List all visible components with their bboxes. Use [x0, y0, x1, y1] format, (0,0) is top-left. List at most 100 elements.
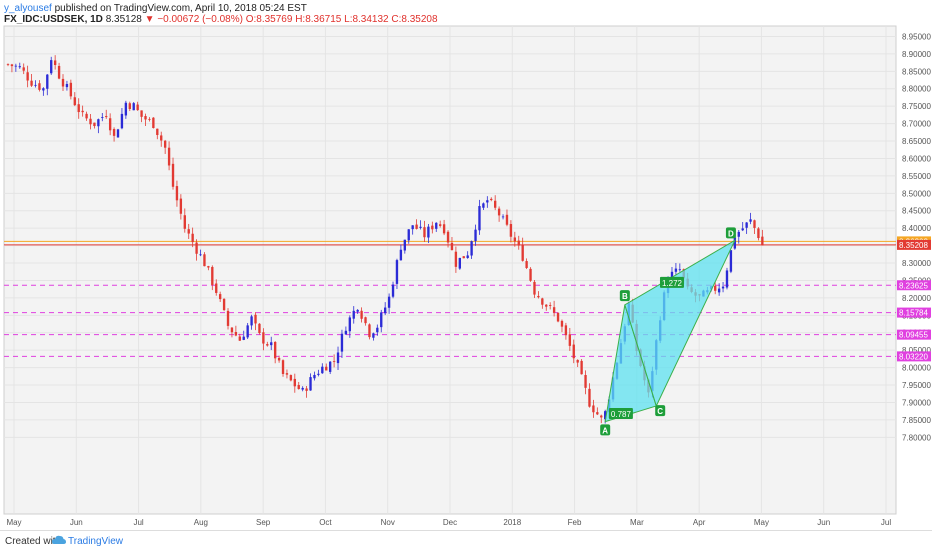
candle-body: [556, 312, 560, 322]
level-price-label: 8.35208: [899, 241, 928, 250]
candle-body: [156, 128, 159, 136]
candle-body: [415, 224, 418, 229]
candle-body: [505, 214, 509, 225]
candle-body: [753, 220, 756, 228]
candle-body: [517, 240, 520, 246]
candle-body: [344, 330, 348, 335]
y-tick-label: 8.75000: [902, 102, 931, 111]
y-tick-label: 7.90000: [902, 398, 931, 407]
y-tick-label: 8.20000: [902, 294, 931, 303]
candle-body: [450, 242, 454, 251]
candle-body: [124, 102, 128, 116]
price-chart[interactable]: 8.95000 8.90000 8.85000 8.80000 8.75000 8.700…: [0, 0, 932, 530]
y-tick-label: 7.85000: [902, 416, 931, 425]
level-price-label: 8.03220: [899, 352, 928, 361]
y-tick-label: 8.40000: [902, 224, 931, 233]
candle-body: [588, 388, 591, 407]
pattern-ratio-label: 0.787: [611, 410, 632, 419]
candle-body: [73, 97, 76, 106]
y-tick-label: 8.50000: [902, 189, 931, 198]
level-price-box: [897, 239, 931, 250]
x-tick-label: May: [6, 518, 21, 527]
candle-body: [525, 261, 528, 268]
pattern-point-badge: [600, 424, 611, 436]
candle-body: [761, 236, 764, 246]
candle-body: [478, 206, 481, 231]
level-price-label: 8.15784: [899, 309, 928, 318]
candle-body: [541, 298, 544, 305]
created-with-text: Created with: [5, 536, 62, 547]
candle-body: [50, 60, 53, 74]
pattern-point-label: B: [622, 292, 628, 301]
pattern-point-label: C: [657, 407, 663, 416]
x-tick-label: Jun: [70, 518, 83, 527]
candle-body: [446, 231, 450, 243]
author-link[interactable]: y_alyousef: [4, 3, 52, 14]
x-tick-label: Sep: [256, 518, 271, 527]
candle-body: [352, 310, 355, 319]
candle-body: [108, 118, 112, 131]
candle-body: [336, 352, 340, 364]
x-tick-label: Dec: [443, 518, 457, 527]
candle-body: [215, 283, 218, 293]
candle-body: [741, 228, 744, 231]
candle-body: [258, 323, 261, 334]
candle-body: [466, 255, 469, 258]
candle-body: [10, 64, 14, 67]
candle-body: [120, 113, 124, 129]
candle-body: [163, 140, 167, 148]
candle-body: [383, 307, 387, 314]
symbol-label[interactable]: FX_IDC:USDSEK, 1D: [4, 14, 103, 25]
candle-body: [293, 378, 296, 387]
candle-body: [61, 78, 65, 87]
y-tick-label: 8.45000: [902, 207, 931, 216]
candle-body: [725, 270, 729, 288]
candle-body: [238, 336, 241, 341]
candle-body: [191, 233, 194, 243]
y-tick-label: 8.85000: [902, 67, 931, 76]
candle-body: [81, 110, 84, 113]
candle-body: [6, 64, 10, 65]
candle-body: [564, 325, 568, 336]
candle-body: [470, 241, 473, 256]
candle-body: [289, 375, 293, 381]
candle-body: [376, 327, 379, 333]
candle-body: [368, 324, 371, 338]
candle-body: [85, 113, 88, 119]
candle-body: [14, 65, 18, 67]
candle-body: [199, 254, 202, 256]
pattern-point-badge: [725, 227, 736, 239]
x-tick-label: Jun: [817, 518, 830, 527]
pattern-point-label: D: [728, 229, 734, 238]
candle-body: [34, 84, 37, 86]
candle-body: [372, 333, 375, 338]
y-tick-label: 8.95000: [902, 32, 931, 41]
candle-body: [403, 239, 406, 251]
y-tick-label: 7.80000: [902, 433, 931, 442]
tradingview-brand[interactable]: TradingView: [68, 536, 124, 547]
level-price-box: [897, 280, 931, 291]
published-text: published on TradingView.com, April 10, …: [54, 3, 307, 14]
candle-body: [101, 117, 104, 118]
price-change: −0.00672 (−0.08%): [157, 14, 243, 25]
candle-body: [46, 74, 49, 89]
ohlc-values: O:8.35769 H:8.36715 L:8.34132 C:8.35208: [245, 14, 438, 25]
candle-body: [391, 284, 395, 297]
last-price: 8.35128: [105, 14, 142, 25]
candle-body: [270, 342, 273, 346]
candle-body: [301, 387, 304, 390]
candle-body: [670, 271, 674, 280]
y-tick-label: 8.55000: [902, 172, 931, 181]
candle-body: [395, 260, 399, 284]
candle-body: [348, 317, 351, 332]
pattern-point-badge: [655, 405, 666, 417]
candle-body: [380, 312, 383, 328]
candle-body: [419, 226, 422, 228]
candle-body: [494, 200, 497, 208]
candle-body: [281, 360, 285, 374]
candle-body: [328, 361, 332, 372]
candle-body: [458, 257, 462, 269]
x-tick-label: Mar: [630, 518, 644, 527]
x-tick-label: Apr: [693, 518, 706, 527]
